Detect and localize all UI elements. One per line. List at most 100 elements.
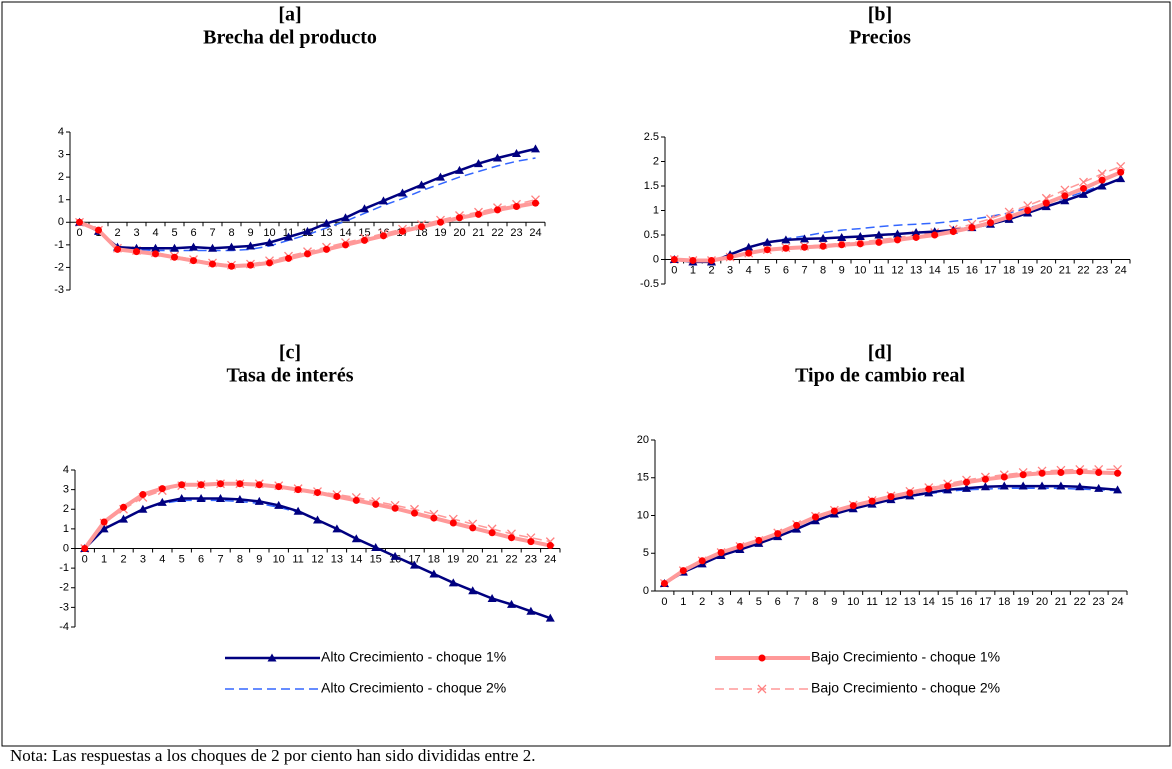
marker-circle <box>1005 213 1013 221</box>
marker-circle <box>255 481 263 489</box>
x-tick-label: 11 <box>866 596 877 608</box>
marker-circle <box>745 249 753 257</box>
y-tick-label: 2.5 <box>644 131 659 143</box>
marker-triangle <box>371 543 381 552</box>
marker-triangle <box>379 196 388 205</box>
marker-circle <box>793 521 801 529</box>
x-tick-label: 15 <box>358 227 370 239</box>
x-tick-label: 17 <box>979 596 991 608</box>
x-tick-label: 17 <box>408 553 420 565</box>
marker-circle <box>925 485 933 493</box>
marker-triangle <box>474 159 483 168</box>
marker-circle <box>811 513 819 521</box>
marker-triangle <box>410 560 419 569</box>
x-tick-label: 13 <box>320 227 332 239</box>
marker-triangle <box>99 524 109 533</box>
x-tick-label: 19 <box>1017 596 1029 608</box>
x-tick-label: 14 <box>350 553 362 565</box>
x-tick-label: 14 <box>923 596 935 608</box>
x-tick-label: 21 <box>472 227 484 239</box>
x-tick-label: 22 <box>1077 264 1089 276</box>
x-tick-label: 10 <box>847 596 859 608</box>
x-tick-label: 15 <box>370 553 382 565</box>
x-tick-label: 5 <box>756 596 762 608</box>
x-tick-label: 4 <box>152 227 158 239</box>
panel-title: Tasa de interés <box>226 365 353 387</box>
series-line <box>674 170 1122 263</box>
marker-circle <box>679 567 687 575</box>
series-line <box>79 157 536 252</box>
marker-circle <box>139 491 147 499</box>
marker-triangle <box>855 231 865 240</box>
marker-circle <box>380 232 387 240</box>
marker-circle <box>152 250 159 258</box>
marker-circle <box>708 256 715 264</box>
x-tick-label: 14 <box>929 264 941 276</box>
marker-circle <box>456 214 463 222</box>
x-tick-label: 23 <box>525 553 537 565</box>
marker-triangle <box>531 144 540 153</box>
panel-label: [a] <box>278 4 301 26</box>
x-tick-label: 9 <box>831 596 837 608</box>
x-tick-label: 22 <box>505 553 517 565</box>
marker-circle <box>856 240 864 248</box>
marker-triangle <box>177 493 187 502</box>
marker-circle <box>963 478 971 486</box>
x-tick-label: 18 <box>415 227 427 239</box>
marker-circle <box>76 218 83 226</box>
x-tick-label: 2 <box>699 596 705 608</box>
marker-circle <box>868 497 876 505</box>
y-tick-label: 0 <box>653 253 659 265</box>
marker-x <box>1116 161 1126 171</box>
marker-circle <box>171 253 178 261</box>
x-tick-label: 21 <box>1055 596 1067 608</box>
y-tick-label: 2 <box>63 503 69 515</box>
legend-label: Alto Crecimiento - choque 1% <box>321 649 506 665</box>
x-tick-label: 7 <box>217 553 223 565</box>
y-tick-label: 1 <box>653 204 659 216</box>
x-tick-label: 3 <box>140 553 146 565</box>
x-tick-label: 3 <box>718 596 724 608</box>
y-tick-label: 20 <box>637 434 649 446</box>
marker-circle <box>120 503 127 511</box>
x-tick-label: 6 <box>198 553 204 565</box>
marker-triangle <box>512 148 521 157</box>
marker-triangle <box>1060 196 1070 205</box>
legend-label: Bajo Crecimiento - choque 2% <box>811 680 1000 696</box>
y-tick-label: 4 <box>63 464 69 476</box>
marker-triangle <box>1097 181 1107 190</box>
marker-circle <box>1117 168 1125 176</box>
marker-triangle <box>526 606 536 615</box>
x-tick-label: 16 <box>960 596 972 608</box>
marker-circle <box>968 224 976 232</box>
x-tick-label: 6 <box>783 264 789 276</box>
marker-triangle <box>332 524 342 533</box>
y-tick-label: -2 <box>54 261 64 273</box>
marker-circle <box>430 514 438 522</box>
x-tick-label: 21 <box>486 553 498 565</box>
marker-triangle <box>999 481 1009 490</box>
marker-circle <box>285 254 292 262</box>
marker-circle <box>209 260 216 268</box>
marker-triangle <box>429 569 439 578</box>
marker-circle <box>1038 469 1046 477</box>
marker-circle <box>726 253 734 261</box>
marker-circle <box>949 228 957 236</box>
x-tick-label: 22 <box>491 227 503 239</box>
marker-triangle <box>196 493 206 502</box>
x-tick-label: 24 <box>529 227 541 239</box>
marker-triangle <box>284 232 293 241</box>
x-tick-label: 18 <box>1003 264 1015 276</box>
marker-circle <box>981 475 989 483</box>
x-tick-label: 10 <box>273 553 285 565</box>
x-tick-label: 13 <box>910 264 922 276</box>
marker-circle <box>782 244 790 252</box>
marker-circle <box>527 538 535 546</box>
y-tick-label: 3 <box>58 148 64 160</box>
y-tick-label: 0 <box>63 542 69 554</box>
panel-title: Precios <box>849 27 911 49</box>
x-tick-label: 1 <box>680 596 686 608</box>
y-tick-label: 1 <box>63 523 69 535</box>
marker-circle <box>689 256 697 264</box>
x-tick-label: 24 <box>544 553 556 565</box>
